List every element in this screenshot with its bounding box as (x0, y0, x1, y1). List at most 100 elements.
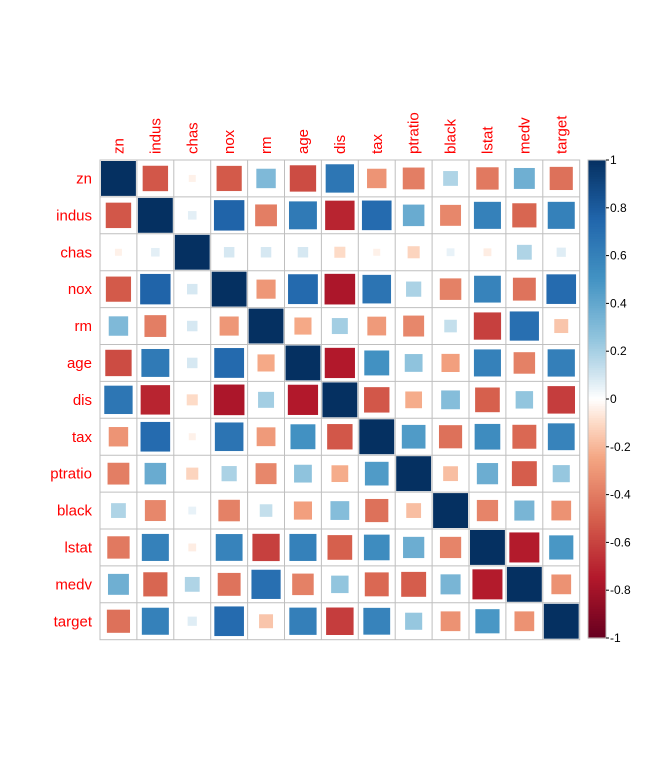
colorbar-segment (588, 200, 606, 204)
cell-zn-chas (188, 174, 196, 182)
colorbar-segment (588, 212, 606, 216)
cell-medv-nox (217, 572, 241, 596)
colorbar-segment (588, 566, 606, 570)
colorbar-segment (588, 525, 606, 529)
colorbar-tick-label: 0.2 (610, 344, 627, 358)
colorbar-tick-label: -0.2 (610, 440, 631, 454)
column-labels: zn indus chas nox rm age dis tax ptratio black lst… (110, 112, 570, 154)
cell-medv-rm (251, 569, 281, 599)
colorbar-segment (588, 274, 606, 278)
colorbar-segment (588, 499, 606, 503)
row-label-nox: nox (68, 281, 93, 298)
cell-rm-indus (144, 315, 167, 337)
colorbar-segment (588, 496, 606, 500)
colorbar-segment (588, 635, 606, 639)
cell-age-black (441, 353, 460, 373)
colorbar-segment (588, 501, 606, 505)
colorbar-segment (588, 265, 606, 269)
colorbar-segment (588, 238, 606, 242)
colorbar-segment (588, 535, 606, 539)
col-label-tax: tax (369, 133, 386, 154)
cell-lstat-indus (141, 533, 169, 561)
colorbar-segment (588, 587, 606, 591)
cell-age-nox (214, 348, 245, 378)
cell-zn-rm (256, 168, 276, 189)
cell-target-age (289, 607, 317, 635)
cell-black-lstat (476, 499, 499, 522)
cell-target-medv (514, 611, 535, 632)
colorbar-segment (588, 236, 606, 240)
cell-ptratio-chas (186, 467, 199, 480)
colorbar-segment (588, 604, 606, 608)
cell-black-dis (330, 501, 350, 520)
cell-ptratio-target (552, 465, 570, 483)
cell-dis-medv (515, 391, 534, 409)
colorbar-segment (588, 171, 606, 175)
colorbar-segment (588, 279, 606, 283)
cell-nox-indus (140, 273, 171, 305)
colorbar-segment (588, 594, 606, 598)
colorbar-segment (588, 628, 606, 632)
colorbar-segment (588, 544, 606, 548)
colorbar-segment (588, 573, 606, 577)
colorbar-segment (588, 160, 606, 163)
colorbar-segment (588, 609, 606, 613)
colorbar-segment (588, 320, 606, 324)
colorbar-segment (588, 602, 606, 606)
colorbar-segment (588, 296, 606, 300)
cell-black-ptratio (406, 503, 422, 518)
cell-ptratio-age (294, 464, 312, 483)
cell-ptratio-black (443, 466, 458, 482)
cell-dis-zn (104, 385, 133, 415)
row-label-dis: dis (73, 392, 92, 409)
row-label-rm: rm (75, 318, 93, 335)
cell-indus-indus (137, 197, 173, 233)
cell-indus-rm (255, 204, 277, 227)
cell-chas-ptratio (407, 246, 420, 259)
colorbar-segment (588, 289, 606, 293)
cell-tax-chas (188, 433, 196, 441)
cell-age-indus (141, 348, 170, 377)
cell-rm-target (554, 319, 569, 334)
colorbar-segment (588, 616, 606, 620)
correlation-cells (101, 161, 579, 639)
colorbar-segment (588, 250, 606, 254)
colorbar-segment (588, 439, 606, 443)
colorbar-segment (588, 504, 606, 508)
cell-zn-indus (142, 165, 169, 192)
cell-chas-age (297, 247, 309, 258)
cell-target-target (543, 603, 579, 639)
cell-nox-target (546, 274, 577, 304)
cell-target-rm (259, 614, 274, 629)
colorbar-segment (588, 453, 606, 457)
col-label-chas: chas (184, 122, 201, 154)
colorbar-segment (588, 298, 606, 302)
cell-medv-zn (107, 573, 129, 595)
cell-chas-black (446, 248, 455, 257)
colorbar-segment (588, 420, 606, 424)
color-legend: -1 -0.8 -0.6 -0.4 -0.2 0 0.2 0.4 0.6 0.8 1 (587, 153, 631, 645)
colorbar-segment (588, 231, 606, 235)
colorbar-segment (588, 205, 606, 209)
colorbar-segment (588, 585, 606, 589)
cell-dis-indus (140, 385, 171, 415)
colorbar-segment (588, 408, 606, 412)
row-label-age: age (67, 355, 92, 372)
cell-rm-chas (187, 320, 198, 332)
cell-chas-lstat (483, 248, 492, 257)
colorbar-segment (588, 563, 606, 567)
colorbar-segment (588, 492, 606, 496)
colorbar-segment (588, 391, 606, 395)
colorbar-segment (588, 513, 606, 517)
colorbar-segment (588, 463, 606, 467)
colorbar-segment (588, 291, 606, 295)
colorbar-segment (588, 341, 606, 345)
cell-target-tax (363, 607, 391, 635)
cell-lstat-black (439, 536, 462, 559)
row-label-ptratio: ptratio (50, 466, 92, 483)
cell-chas-indus (151, 247, 160, 257)
colorbar-segment (588, 554, 606, 558)
colorbar-segment (588, 618, 606, 622)
colorbar-segment (588, 308, 606, 312)
colorbar-segment (588, 226, 606, 230)
